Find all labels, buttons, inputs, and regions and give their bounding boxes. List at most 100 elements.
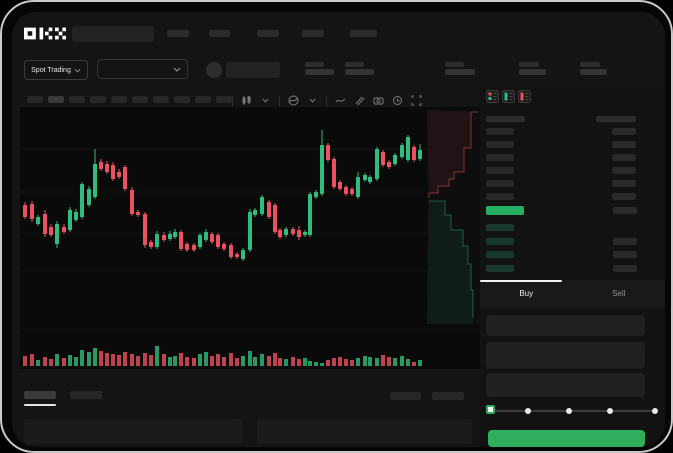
nav-item-1[interactable] <box>167 30 189 37</box>
history-icon[interactable] <box>392 93 403 111</box>
bid-price[interactable] <box>486 251 514 258</box>
ask-price[interactable] <box>486 154 514 161</box>
ask-amount <box>612 128 636 135</box>
tab-buy[interactable]: Buy <box>519 289 534 298</box>
timeframe-1[interactable] <box>27 96 43 103</box>
bid-price[interactable] <box>486 264 514 272</box>
ask-price[interactable] <box>486 128 514 135</box>
ask-amount <box>613 207 637 214</box>
stat-label-4 <box>519 62 539 67</box>
orders-filter-2[interactable] <box>432 392 464 400</box>
bid-price[interactable] <box>486 224 514 231</box>
nav-item-4[interactable] <box>302 30 324 37</box>
chevron-down-icon[interactable] <box>260 93 271 111</box>
chevron-down-icon <box>74 68 81 72</box>
trade-tabs: Buy Sell <box>480 280 665 307</box>
ask-amount <box>612 167 636 174</box>
stat-value-1 <box>305 69 334 75</box>
timeframe-4[interactable] <box>90 96 106 103</box>
timeframe-10[interactable] <box>216 96 232 103</box>
ask-price[interactable] <box>486 180 514 187</box>
timeframe-7[interactable] <box>153 96 169 103</box>
orders-tab-inactive[interactable] <box>70 391 102 399</box>
slider-stop-2[interactable] <box>525 408 531 414</box>
bid-amount <box>613 264 637 272</box>
slider-stop-5[interactable] <box>652 408 658 414</box>
toolbar-separator <box>279 96 280 108</box>
last-price-highlight[interactable] <box>486 206 524 215</box>
timeframe-5[interactable] <box>111 96 127 103</box>
chart-toolbar <box>232 93 422 111</box>
slider-stop-4[interactable] <box>607 408 613 414</box>
stat-value-2 <box>345 69 374 75</box>
stat-value-5 <box>580 69 607 75</box>
orders-list-left <box>24 419 242 444</box>
stat-label-5 <box>580 62 600 67</box>
timeframe-9[interactable] <box>195 96 211 103</box>
stat-label-3 <box>445 62 464 67</box>
fullscreen-icon[interactable] <box>411 93 422 111</box>
nav-item-5[interactable] <box>350 30 377 37</box>
ask-amount <box>612 154 636 161</box>
stat-value-3 <box>445 69 475 75</box>
orders-list-right <box>257 419 472 444</box>
draw-icon[interactable] <box>354 93 365 111</box>
okx-logo[interactable] <box>24 27 66 45</box>
bid-amount <box>613 251 637 258</box>
bid-amount <box>613 237 637 245</box>
timeframe-6[interactable] <box>132 96 148 103</box>
timeframe-8[interactable] <box>174 96 190 103</box>
ask-amount <box>612 141 636 148</box>
amount-slider[interactable] <box>492 410 657 412</box>
ask-price[interactable] <box>486 141 514 148</box>
buy-submit-button[interactable] <box>488 430 645 447</box>
price-input[interactable] <box>486 315 645 336</box>
ask-amount <box>612 193 636 200</box>
candle-type-icon[interactable] <box>241 93 252 111</box>
stat-label-1 <box>305 62 324 67</box>
stat-value-4 <box>519 69 546 75</box>
app-window: Spot Trading Buy Sell <box>12 12 665 447</box>
chevron-down-icon <box>173 67 181 72</box>
book-both-icon[interactable] <box>486 90 499 108</box>
camera-icon[interactable] <box>373 93 384 111</box>
ask-price[interactable] <box>486 193 514 200</box>
tab-sell[interactable]: Sell <box>612 289 626 298</box>
toolbar-separator <box>326 96 327 108</box>
amount-input[interactable] <box>486 342 645 369</box>
chevron-down-icon[interactable] <box>307 93 318 111</box>
orders-tab-underline <box>24 404 56 406</box>
toolbar-separator <box>232 96 233 108</box>
order-book-panel: Buy Sell <box>480 87 665 447</box>
bid-price[interactable] <box>486 237 514 245</box>
book-header-price <box>486 116 525 122</box>
timeframe-row <box>27 96 232 103</box>
market-type-dropdown[interactable]: Spot Trading <box>24 60 88 80</box>
market-type-label: Spot Trading <box>31 66 71 74</box>
price-chart[interactable] <box>20 107 480 369</box>
indicators-icon[interactable] <box>288 93 299 111</box>
line-style-icon[interactable] <box>335 93 346 111</box>
nav-item-3[interactable] <box>257 30 279 37</box>
book-asks-icon[interactable] <box>518 90 531 108</box>
search-input[interactable] <box>72 26 154 42</box>
coin-avatar <box>206 62 222 78</box>
orders-tab-active[interactable] <box>24 391 56 399</box>
pair-selector-dropdown[interactable] <box>97 59 188 79</box>
book-bids-icon[interactable] <box>502 90 515 108</box>
nav-item-2[interactable] <box>209 30 230 37</box>
timeframe-2[interactable] <box>48 96 64 103</box>
stat-label-2 <box>345 62 364 67</box>
orders-filter-1[interactable] <box>390 392 421 400</box>
ask-amount <box>612 180 636 187</box>
book-header-amount <box>596 116 636 122</box>
total-input[interactable] <box>486 373 645 397</box>
book-view-toggles <box>486 90 531 108</box>
slider-handle[interactable] <box>486 405 495 414</box>
timeframe-3[interactable] <box>69 96 85 103</box>
ask-price[interactable] <box>486 167 514 174</box>
slider-stop-3[interactable] <box>566 408 572 414</box>
active-tab-indicator <box>480 280 562 282</box>
pair-name-placeholder <box>226 62 280 78</box>
